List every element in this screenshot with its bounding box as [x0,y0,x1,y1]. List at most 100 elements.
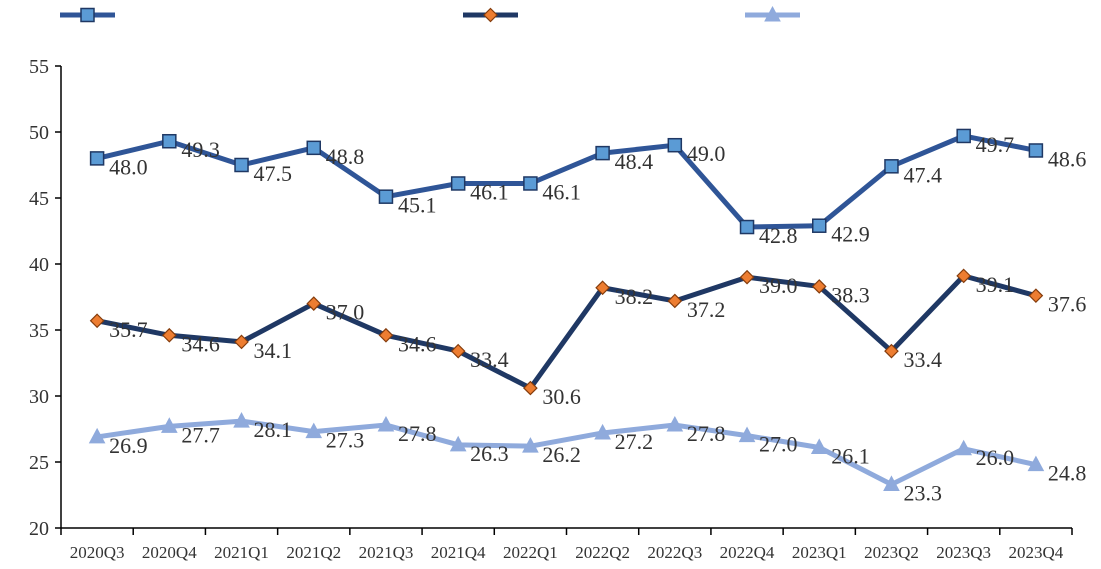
data-label: 30.6 [542,384,581,409]
legend [60,5,800,23]
x-tick-label: 2022Q1 [503,543,558,562]
x-tick-label: 2023Q4 [1009,543,1064,562]
data-point [449,435,467,452]
data-point [956,268,972,284]
y-tick-label: 30 [29,386,49,408]
y-tick-label: 25 [29,452,49,474]
data-point [233,412,250,428]
x-tick-label: 2020Q3 [70,543,125,562]
data-point [883,475,900,491]
x-tick-label: 2022Q4 [720,543,775,562]
y-tick-label: 20 [29,518,49,540]
data-point [667,137,683,153]
data-point [810,438,828,454]
data-point [89,313,105,329]
data-label: 48.8 [326,144,365,169]
legend-item-1 [60,7,115,23]
data-point [162,133,177,149]
data-point [884,159,899,174]
data-label: 34.6 [181,331,220,356]
x-tick-label: 2022Q2 [575,543,630,562]
data-point [738,426,756,443]
data-label: 27.8 [687,421,726,446]
y-tick-label: 50 [29,122,49,144]
data-label: 49.3 [181,137,220,162]
legend-swatch-marker [764,5,781,22]
data-point [594,423,611,440]
data-label: 48.0 [109,154,148,179]
data-label: 42.9 [831,222,870,247]
x-tick-label: 2020Q4 [142,543,197,562]
data-label: 27.0 [759,432,798,457]
data-label: 26.9 [109,433,148,458]
data-label: 26.0 [976,445,1015,470]
data-point [234,157,249,173]
data-point [1028,288,1044,304]
series-line [96,273,1037,391]
data-label: 49.7 [976,132,1015,157]
data-label: 27.3 [326,428,365,453]
data-point [88,427,106,444]
data-label: 39.0 [759,273,798,298]
data-label: 39.1 [976,272,1015,297]
data-label: 28.1 [254,417,292,442]
data-point [739,219,755,235]
x-tick-label: 2021Q2 [286,543,341,562]
x-tick-label: 2021Q1 [214,543,269,562]
x-tick-label: 2021Q3 [359,543,414,562]
data-point [595,280,610,296]
y-tick-label: 55 [29,56,49,78]
data-point [160,417,178,433]
data-point [812,218,827,233]
legend-swatch-marker [483,7,498,23]
data-label: 38.3 [831,282,870,307]
data-label: 48.6 [1048,146,1087,171]
data-label: 24.8 [1048,461,1087,486]
data-point [306,140,321,156]
data-point [667,293,683,309]
data-label: 49.0 [687,141,726,166]
series-group [88,128,1045,491]
x-tick-label: 2023Q2 [864,543,919,562]
data-label: 47.5 [254,161,292,186]
data-label: 34.1 [254,338,292,363]
data-point [595,145,610,161]
legend-item-3 [745,5,800,22]
series-3 [88,412,1045,491]
data-point [450,343,466,359]
data-point [1027,455,1045,472]
data-point [811,279,827,294]
data-label: 47.4 [903,162,942,187]
data-point [522,437,539,453]
data-label: 37.2 [687,297,726,322]
data-point [955,439,973,456]
series-1 [89,128,1044,235]
data-label: 26.3 [470,441,509,466]
data-point [884,343,899,359]
data-point [739,269,755,285]
x-tick-label: 2023Q3 [936,543,991,562]
y-tick-label: 35 [29,320,49,342]
data-label: 33.4 [470,347,509,372]
data-point [378,189,394,204]
data-label: 23.3 [903,480,942,505]
data-label: 42.8 [759,223,798,248]
data-point [1028,143,1044,158]
data-label: 35.7 [109,317,148,342]
data-point [234,334,249,350]
x-tick-label: 2022Q3 [647,543,702,562]
data-label: 33.4 [903,347,942,372]
data-point [161,327,177,343]
axes: 20 25 30 35 40 45 50 55 2020Q3 2020Q4 2021Q1 2021Q2… [29,56,1073,562]
data-point [523,176,538,191]
data-labels: 48.0 49.3 47.5 48.8 45.1 46.1 46.1 48.4 49.0 42.8… [109,132,1086,505]
data-label: 37.0 [326,300,365,325]
legend-swatch-marker [80,7,95,23]
data-label: 27.8 [398,421,437,446]
x-tick-label: 2021Q4 [431,543,486,562]
x-tick-label: 2023Q1 [792,543,847,562]
data-label: 37.6 [1048,292,1087,317]
y-tick-label: 40 [29,254,49,276]
